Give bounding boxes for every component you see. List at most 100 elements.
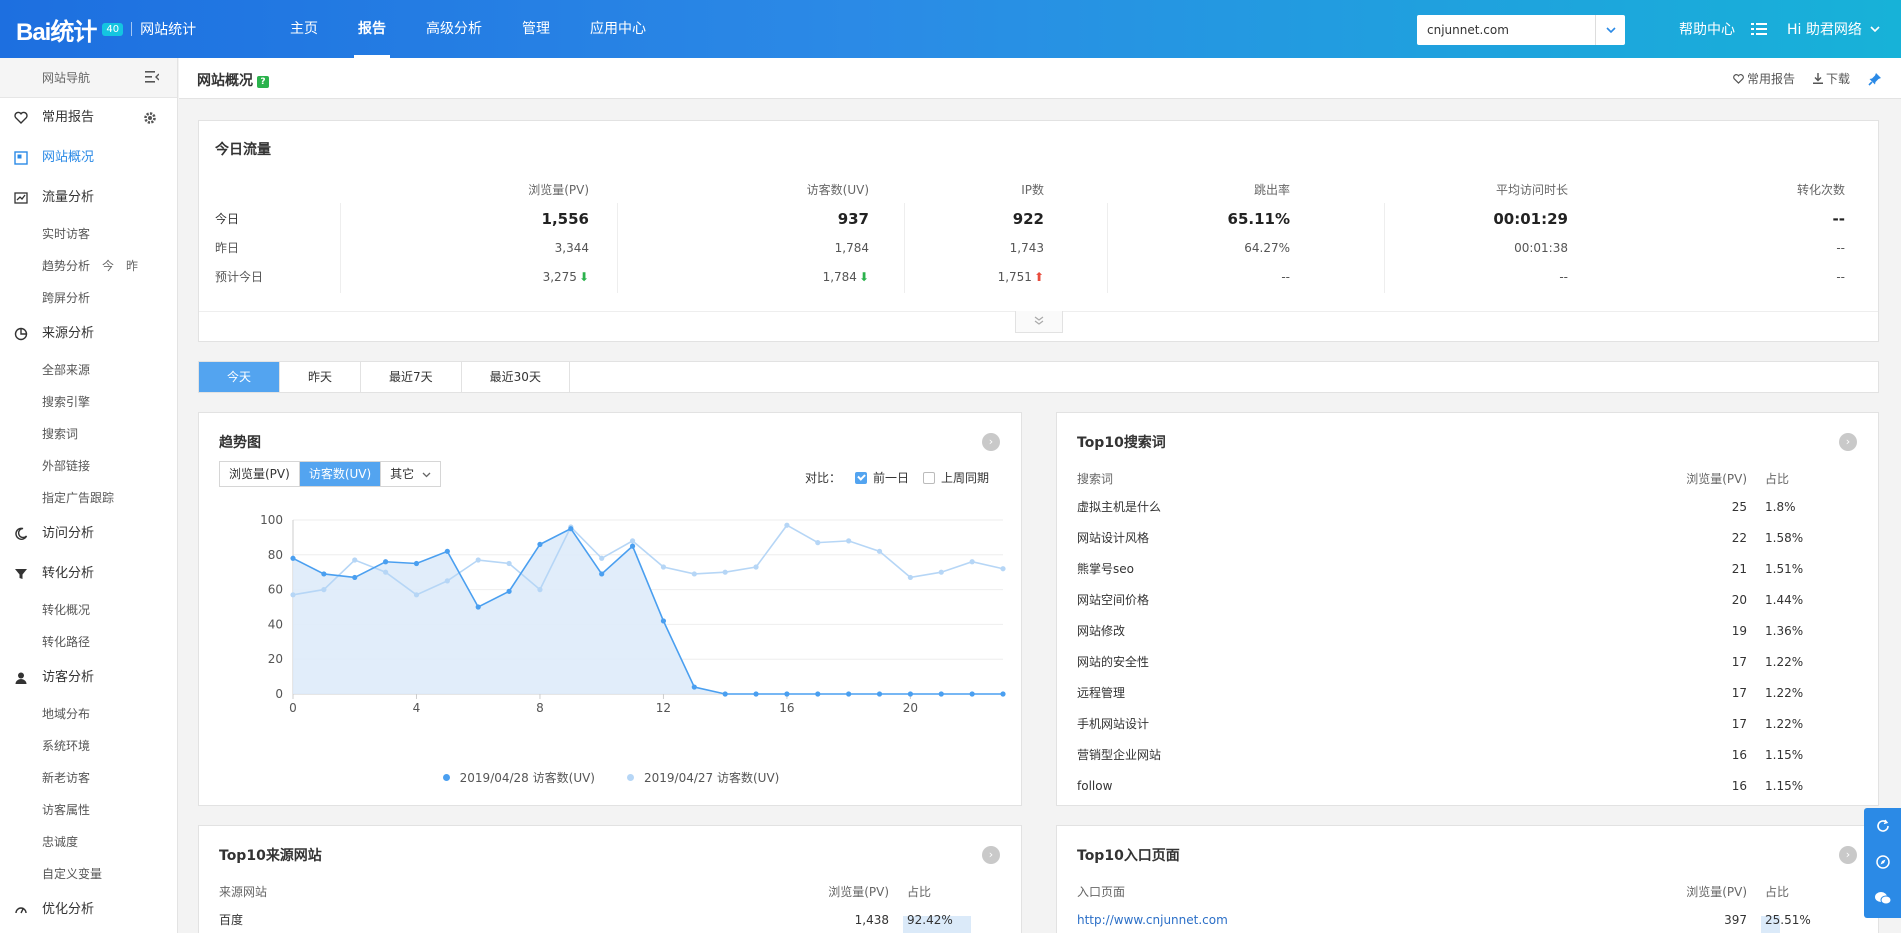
sidebar-item[interactable]: 新老访客 xyxy=(0,762,177,794)
entry-page-link[interactable]: http://www.cnjunnet.com xyxy=(1077,912,1228,927)
compass-tool[interactable] xyxy=(1864,844,1901,880)
data-point[interactable] xyxy=(475,557,481,563)
sidebar-item[interactable]: 自定义变量 xyxy=(0,858,177,890)
data-point[interactable] xyxy=(383,569,389,575)
data-point[interactable] xyxy=(599,555,605,561)
data-point[interactable] xyxy=(290,592,296,598)
sidebar-item[interactable]: 地域分布 xyxy=(0,698,177,730)
data-point[interactable] xyxy=(1000,691,1006,697)
sidebar-item[interactable]: 搜索词 xyxy=(0,418,177,450)
data-point[interactable] xyxy=(784,691,790,697)
sidebar-group[interactable]: 来源分析 xyxy=(0,314,177,354)
nav-reports[interactable]: 报告 xyxy=(338,0,406,58)
sidebar-item[interactable]: 外部链接 xyxy=(0,450,177,482)
download-button[interactable]: 下载 xyxy=(1812,70,1850,87)
refresh-tool[interactable] xyxy=(1864,808,1901,844)
data-point[interactable] xyxy=(568,526,574,532)
data-point[interactable] xyxy=(846,538,852,544)
data-point[interactable] xyxy=(722,569,728,575)
data-point[interactable] xyxy=(413,592,420,598)
sidebar-item[interactable]: 转化路径 xyxy=(0,626,177,658)
date-tab[interactable]: 最近30天 xyxy=(462,362,570,392)
sidebar-group[interactable]: 常用报告 xyxy=(0,98,177,138)
more-arrow-icon[interactable]: › xyxy=(1839,433,1857,451)
data-point[interactable] xyxy=(383,559,389,565)
data-point[interactable] xyxy=(321,571,327,577)
data-point[interactable] xyxy=(722,691,728,697)
more-arrow-icon[interactable]: › xyxy=(1839,846,1857,864)
data-point[interactable] xyxy=(537,587,543,593)
sidebar-item[interactable]: 转化概况 xyxy=(0,594,177,626)
user-menu[interactable]: Hi 助君网络 xyxy=(1787,22,1862,38)
data-point[interactable] xyxy=(290,555,296,561)
sidebar-item[interactable]: 全部来源 xyxy=(0,354,177,386)
data-point[interactable] xyxy=(846,691,852,697)
data-point[interactable] xyxy=(938,569,944,575)
data-point[interactable] xyxy=(352,557,358,563)
data-point[interactable] xyxy=(969,559,975,565)
metric-tab[interactable]: 其它 xyxy=(381,462,440,486)
collapse-sidebar-icon[interactable] xyxy=(145,71,159,83)
data-point[interactable] xyxy=(352,574,358,581)
data-point[interactable] xyxy=(969,691,975,697)
help-icon[interactable]: ? xyxy=(257,76,269,88)
nav-manage[interactable]: 管理 xyxy=(522,21,550,37)
chat-tool[interactable] xyxy=(1864,880,1901,916)
nav-advanced-analysis[interactable]: 高级分析 xyxy=(426,21,482,37)
data-point[interactable] xyxy=(876,691,883,697)
pin-button[interactable] xyxy=(1868,72,1885,86)
nav-home[interactable]: 主页 xyxy=(290,21,318,37)
more-arrow-icon[interactable]: › xyxy=(982,433,1000,451)
sidebar-group[interactable]: 优化分析 xyxy=(0,890,177,930)
favorite-report-button[interactable]: 常用报告 xyxy=(1733,70,1795,87)
help-center-link[interactable]: 帮助中心 xyxy=(1679,22,1735,38)
data-point[interactable] xyxy=(660,564,667,570)
date-tab[interactable]: 最近7天 xyxy=(361,362,462,392)
sidebar-item[interactable]: 实时访客 xyxy=(0,218,177,250)
sidebar-group[interactable]: 访问分析 xyxy=(0,514,177,554)
sidebar-item[interactable]: 系统环境 xyxy=(0,730,177,762)
data-point[interactable] xyxy=(691,571,697,577)
sidebar-item[interactable]: 跨屏分析 xyxy=(0,282,177,314)
list-icon[interactable] xyxy=(1751,23,1767,35)
data-point[interactable] xyxy=(629,543,636,549)
legend-item[interactable]: 2019/04/27 访客数(UV) xyxy=(627,769,779,786)
data-point[interactable] xyxy=(506,560,512,567)
gear-icon[interactable] xyxy=(143,111,157,125)
metric-tab[interactable]: 浏览量(PV) xyxy=(220,462,300,486)
data-point[interactable] xyxy=(475,604,481,610)
sidebar-group[interactable]: 访客分析 xyxy=(0,658,177,698)
data-point[interactable] xyxy=(753,691,759,697)
sidebar-group[interactable]: 流量分析 xyxy=(0,178,177,218)
data-point[interactable] xyxy=(413,560,420,567)
data-point[interactable] xyxy=(815,540,821,546)
data-point[interactable] xyxy=(907,691,913,697)
date-tab[interactable]: 今天 xyxy=(199,362,281,392)
baidu-tongji-logo[interactable]: Bai统计 40 网站统计 xyxy=(16,14,196,46)
sidebar-item[interactable]: 搜索引擎 xyxy=(0,386,177,418)
data-point[interactable] xyxy=(753,564,759,570)
data-point[interactable] xyxy=(815,691,821,697)
legend-item[interactable]: 2019/04/28 访客数(UV) xyxy=(442,769,595,786)
metric-tab[interactable]: 访客数(UV) xyxy=(299,462,382,486)
data-point[interactable] xyxy=(660,618,667,624)
data-point[interactable] xyxy=(784,522,790,528)
compare-checkbox[interactable] xyxy=(855,471,868,484)
data-point[interactable] xyxy=(537,541,543,547)
trend-quick-link[interactable]: 今 xyxy=(102,259,115,273)
data-point[interactable] xyxy=(444,548,450,554)
data-point[interactable] xyxy=(599,571,605,577)
sidebar-group[interactable]: 网站概况 xyxy=(0,138,177,178)
data-point[interactable] xyxy=(691,684,697,690)
sidebar-item[interactable]: 访客属性 xyxy=(0,794,177,826)
nav-app-center[interactable]: 应用中心 xyxy=(590,21,646,37)
trend-quick-link[interactable]: 昨 xyxy=(126,259,139,273)
sidebar-item[interactable]: 趋势分析今昨 xyxy=(0,250,177,282)
expand-button[interactable] xyxy=(1015,311,1063,333)
sidebar-group[interactable]: 转化分析 xyxy=(0,554,177,594)
more-arrow-icon[interactable]: › xyxy=(982,846,1000,864)
sidebar-item[interactable]: 忠诚度 xyxy=(0,826,177,858)
data-point[interactable] xyxy=(1000,566,1006,572)
chevron-down-icon[interactable] xyxy=(1595,15,1625,45)
data-point[interactable] xyxy=(506,588,512,594)
